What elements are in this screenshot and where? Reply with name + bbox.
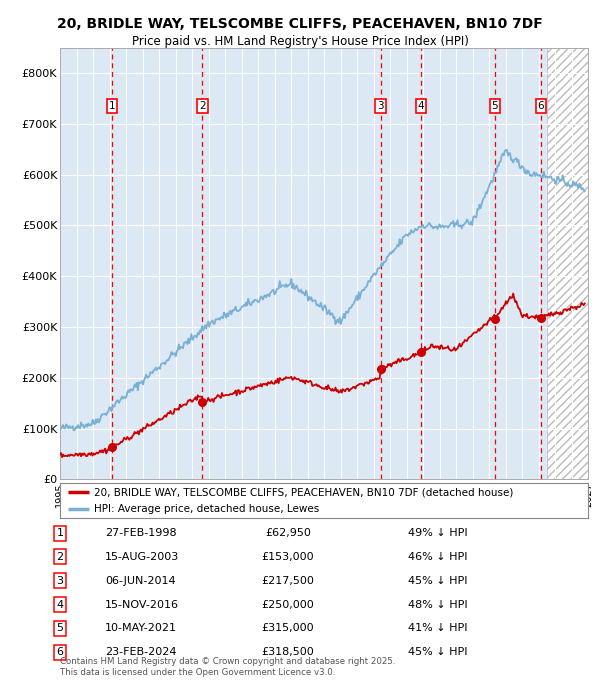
Text: 1: 1 [109,101,115,111]
Text: 23-FEB-2024: 23-FEB-2024 [105,647,176,657]
Text: 3: 3 [56,576,64,585]
Text: 10-MAY-2021: 10-MAY-2021 [105,624,177,633]
Text: 27-FEB-1998: 27-FEB-1998 [105,528,176,538]
Text: 2: 2 [56,552,64,562]
Text: 3: 3 [377,101,384,111]
Text: 20, BRIDLE WAY, TELSCOMBE CLIFFS, PEACEHAVEN, BN10 7DF: 20, BRIDLE WAY, TELSCOMBE CLIFFS, PEACEH… [57,17,543,31]
Text: 48% ↓ HPI: 48% ↓ HPI [408,600,467,609]
Text: £318,500: £318,500 [262,647,314,657]
Text: £315,000: £315,000 [262,624,314,633]
Text: 5: 5 [56,624,64,633]
Text: 15-NOV-2016: 15-NOV-2016 [105,600,179,609]
Text: Contains HM Land Registry data © Crown copyright and database right 2025.
This d: Contains HM Land Registry data © Crown c… [60,657,395,677]
Text: £62,950: £62,950 [265,528,311,538]
Text: 6: 6 [56,647,64,657]
Text: 2: 2 [199,101,206,111]
Text: £217,500: £217,500 [262,576,314,585]
Text: £153,000: £153,000 [262,552,314,562]
Bar [547,48,588,479]
Text: HPI: Average price, detached house, Lewes: HPI: Average price, detached house, Lewe… [94,505,320,514]
Text: 15-AUG-2003: 15-AUG-2003 [105,552,179,562]
Text: 41% ↓ HPI: 41% ↓ HPI [408,624,467,633]
Text: 49% ↓ HPI: 49% ↓ HPI [408,528,467,538]
Text: Price paid vs. HM Land Registry's House Price Index (HPI): Price paid vs. HM Land Registry's House … [131,35,469,48]
Text: 06-JUN-2014: 06-JUN-2014 [105,576,176,585]
Text: 4: 4 [418,101,424,111]
Text: £250,000: £250,000 [262,600,314,609]
Text: 45% ↓ HPI: 45% ↓ HPI [408,647,467,657]
Text: 4: 4 [56,600,64,609]
Text: 46% ↓ HPI: 46% ↓ HPI [408,552,467,562]
Text: 5: 5 [491,101,498,111]
Text: 45% ↓ HPI: 45% ↓ HPI [408,576,467,585]
Text: 1: 1 [56,528,64,538]
Text: 6: 6 [538,101,544,111]
Text: 20, BRIDLE WAY, TELSCOMBE CLIFFS, PEACEHAVEN, BN10 7DF (detached house): 20, BRIDLE WAY, TELSCOMBE CLIFFS, PEACEH… [94,488,514,497]
